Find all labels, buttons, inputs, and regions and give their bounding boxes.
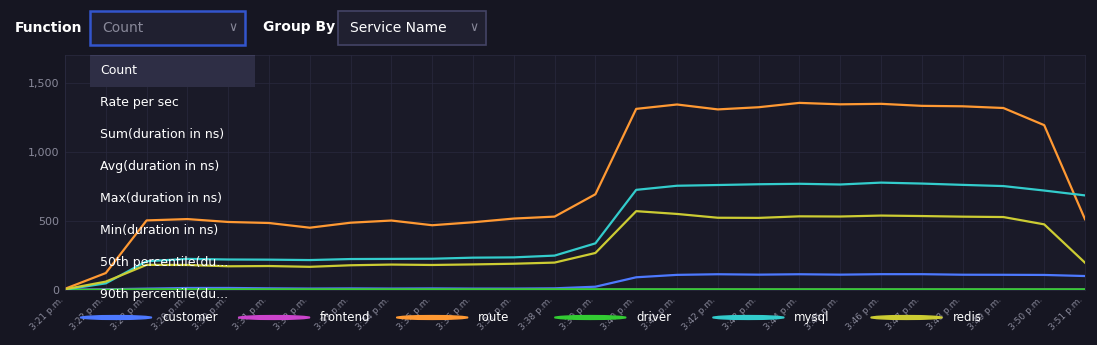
Text: Rate per sec: Rate per sec bbox=[100, 96, 179, 109]
Text: Count: Count bbox=[102, 20, 144, 34]
Text: ∨: ∨ bbox=[470, 21, 478, 34]
Text: ∨: ∨ bbox=[228, 21, 238, 34]
Text: customer: customer bbox=[162, 311, 217, 324]
Text: Avg(duration in ns): Avg(duration in ns) bbox=[100, 160, 219, 173]
Circle shape bbox=[713, 316, 784, 319]
Circle shape bbox=[80, 316, 151, 319]
Text: 90th percentile(du...: 90th percentile(du... bbox=[100, 288, 228, 300]
Circle shape bbox=[238, 316, 309, 319]
Text: Service Name: Service Name bbox=[350, 20, 446, 34]
Bar bbox=[90, 11, 245, 45]
Text: redis: redis bbox=[952, 311, 982, 324]
Text: mysql: mysql bbox=[794, 311, 829, 324]
Text: Function: Function bbox=[15, 20, 82, 34]
Text: route: route bbox=[478, 311, 509, 324]
Text: Group By: Group By bbox=[263, 20, 335, 34]
Text: Count: Count bbox=[100, 65, 137, 77]
Circle shape bbox=[396, 316, 468, 319]
Circle shape bbox=[871, 316, 942, 319]
Bar bbox=[338, 11, 486, 45]
Text: 50th percentile(du...: 50th percentile(du... bbox=[100, 256, 228, 269]
Text: frontend: frontend bbox=[320, 311, 371, 324]
Circle shape bbox=[555, 316, 626, 319]
Text: Min(duration in ns): Min(duration in ns) bbox=[100, 224, 218, 237]
Bar bbox=[90, 55, 255, 87]
Text: Sum(duration in ns): Sum(duration in ns) bbox=[100, 128, 224, 141]
Text: Max(duration in ns): Max(duration in ns) bbox=[100, 192, 222, 205]
Text: driver: driver bbox=[636, 311, 671, 324]
